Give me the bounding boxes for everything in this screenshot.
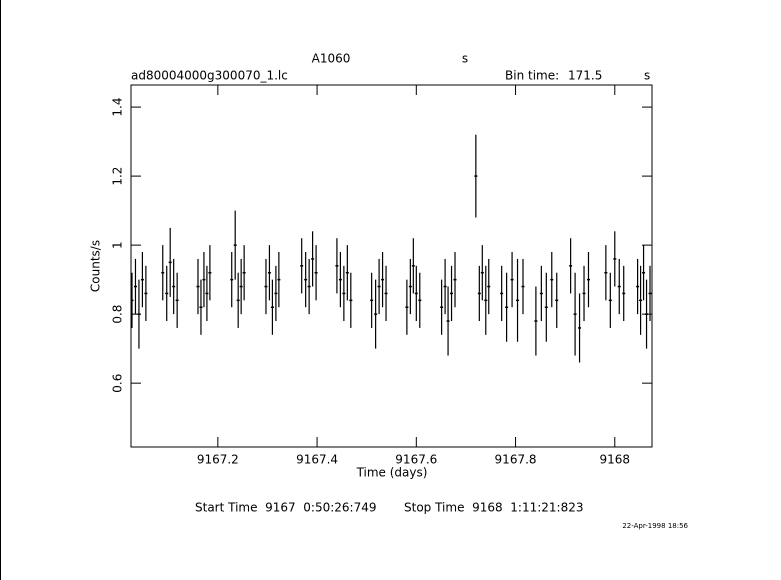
y-tick-label: 1.2 xyxy=(111,167,125,186)
start-time: Start Time 9167 0:50:26:749 xyxy=(195,501,377,515)
bin-value: 171.5 xyxy=(568,69,602,83)
bin-label: Bin time: xyxy=(505,69,559,83)
y-tick-label: 1 xyxy=(111,241,125,249)
x-tick-label: 9167.8 xyxy=(495,453,537,467)
x-axis-label: Time (days) xyxy=(356,466,428,480)
y-tick-label: 0.8 xyxy=(111,305,125,324)
plot-frame xyxy=(130,84,653,448)
chart-title: A1060 xyxy=(312,52,351,66)
stop-time: Stop Time 9168 1:11:21:823 xyxy=(404,501,583,515)
title-unit: s xyxy=(462,52,468,66)
file-name: ad80004000g300070_1.lc xyxy=(131,69,288,83)
x-tick-label: 9167.4 xyxy=(296,453,338,467)
y-axis-label: Counts/s xyxy=(89,240,103,292)
timestamp: 22-Apr-1998 18:56 xyxy=(622,522,688,530)
bin-unit: s xyxy=(644,69,650,83)
x-tick-label: 9168 xyxy=(600,453,631,467)
y-tick-label: 0.6 xyxy=(111,374,125,393)
x-tick-label: 9167.6 xyxy=(395,453,437,467)
x-tick-label: 9167.2 xyxy=(197,453,239,467)
y-tick-label: 1.4 xyxy=(111,98,125,117)
